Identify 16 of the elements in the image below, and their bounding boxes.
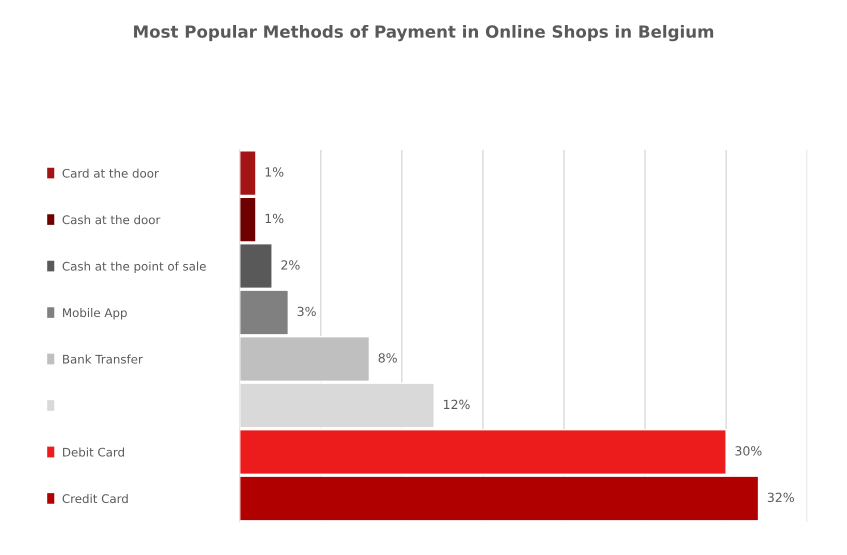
data-label: 32% xyxy=(768,492,794,502)
y-tick-label: Credit Card xyxy=(62,494,128,504)
y-tick-label: Debit Card xyxy=(63,447,124,457)
data-label: 1% xyxy=(266,167,284,177)
data-label: 8% xyxy=(378,353,397,363)
data-label: 12% xyxy=(444,400,470,410)
chart-title: Most Popular Methods of Payment in Online Shops in Belgium xyxy=(134,24,714,42)
data-label: 1% xyxy=(266,214,284,224)
y-tick-label: Cash at the door xyxy=(62,215,160,224)
y-tick-label: Bank Transfer xyxy=(63,354,143,364)
data-label: 30% xyxy=(735,446,762,456)
data-label: 3% xyxy=(298,306,316,316)
data-label: 2% xyxy=(281,260,300,270)
y-tick-label: Mobile App xyxy=(63,308,127,320)
y-tick-label: Card at the door xyxy=(62,168,159,178)
y-tick-label: Cash at the point of sale xyxy=(62,262,206,273)
